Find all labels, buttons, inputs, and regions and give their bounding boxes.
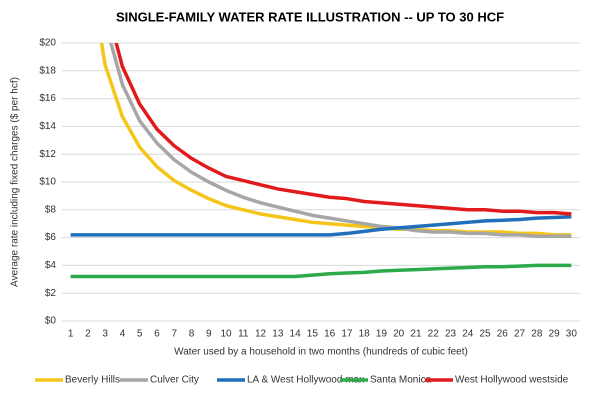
x-tick-label: 26 (497, 329, 509, 340)
x-tick-label: 22 (428, 329, 440, 340)
x-tick-label: 29 (549, 329, 561, 340)
legend-label: West Hollywood westside (455, 375, 569, 386)
y-tick-label: $0 (45, 316, 57, 327)
y-tick-label: $18 (39, 65, 56, 76)
legend-label: LA & West Hollywood max (247, 375, 364, 386)
y-tick-label: $16 (39, 93, 56, 104)
x-tick-label: 17 (341, 329, 353, 340)
y-tick-label: $6 (45, 232, 57, 243)
y-axis-label: Average rate including fixed charges ($ … (10, 77, 21, 287)
x-tick-label: 2 (85, 329, 91, 340)
x-tick-label: 11 (238, 329, 249, 340)
series-line (99, 43, 572, 237)
series-line (70, 263, 572, 279)
x-tick-label: 14 (290, 329, 302, 340)
x-tick-label: 8 (189, 329, 195, 340)
x-tick-label: 4 (120, 329, 126, 340)
x-tick-label: 18 (359, 329, 371, 340)
x-tick-label: 5 (137, 329, 143, 340)
x-tick-label: 16 (324, 329, 336, 340)
y-tick-label: $2 (45, 288, 57, 299)
x-axis-label: Water used by a household in two months … (174, 347, 468, 358)
x-tick-label: 9 (206, 329, 212, 340)
x-tick-label: 27 (514, 329, 526, 340)
x-tick-label: 1 (68, 329, 74, 340)
x-tick-label: 6 (154, 329, 160, 340)
x-tick-label: 20 (393, 329, 405, 340)
chart-title: SINGLE-FAMILY WATER RATE ILLUSTRATION --… (116, 9, 504, 24)
y-tick-label: $12 (39, 149, 56, 160)
x-tick-label: 25 (479, 329, 491, 340)
x-tick-label: 21 (410, 329, 422, 340)
x-tick-label: 24 (462, 329, 474, 340)
series-line (114, 43, 572, 216)
x-tick-label: 12 (255, 329, 267, 340)
legend-label: Beverly Hills (65, 375, 120, 386)
x-tick-label: 28 (531, 329, 543, 340)
legend-label: Santa Monica (370, 375, 432, 386)
x-tick-label: 10 (220, 329, 232, 340)
x-tick-label: 13 (272, 329, 284, 340)
x-tick-label: 23 (445, 329, 457, 340)
x-tick-label: 30 (566, 329, 578, 340)
legend-label: Culver City (150, 375, 199, 386)
x-tick-label: 3 (102, 329, 108, 340)
y-tick-label: $14 (39, 121, 56, 132)
y-tick-label: $4 (45, 260, 57, 271)
y-tick-label: $10 (39, 177, 56, 188)
y-tick-label: $8 (45, 204, 57, 215)
x-tick-label: 19 (376, 329, 388, 340)
x-tick-label: 15 (307, 329, 319, 340)
series-line (109, 43, 572, 238)
x-tick-label: 7 (171, 329, 177, 340)
series-line (70, 215, 572, 237)
y-tick-label: $20 (39, 38, 56, 49)
